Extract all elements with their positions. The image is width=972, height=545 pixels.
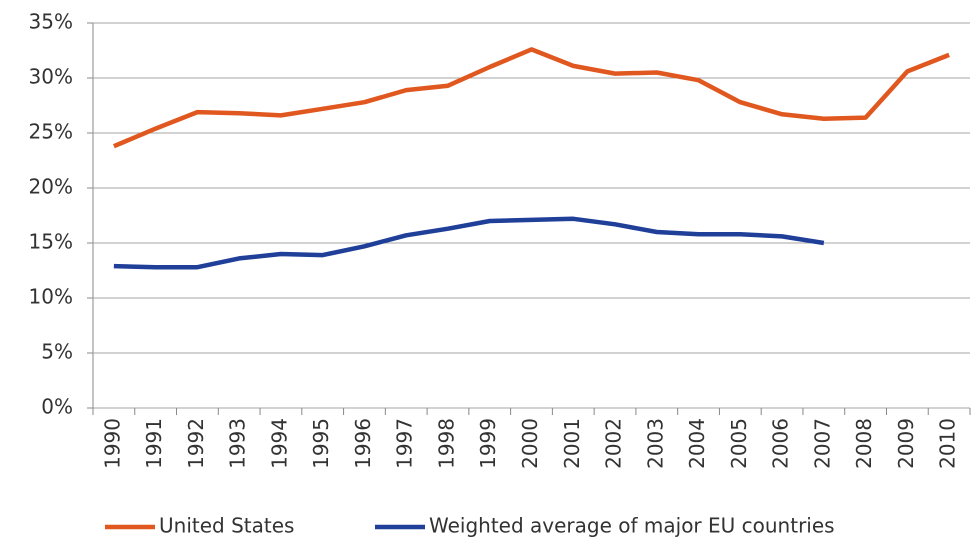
x-tick-label: 1996 (351, 418, 375, 469)
x-tick-label: 2009 (894, 418, 918, 469)
x-tick-label: 2004 (685, 418, 709, 469)
x-tick-label: 2007 (810, 418, 834, 469)
x-tick-label: 1998 (434, 418, 458, 469)
x-tick-label: 1990 (100, 418, 124, 469)
line-series (113, 216, 825, 270)
y-tick-label: 20% (29, 175, 73, 199)
x-tick-label: 1994 (267, 418, 291, 469)
x-tick-label: 2010 (936, 418, 960, 469)
x-tick-label: 2003 (643, 418, 667, 469)
x-tick-label: 2008 (852, 418, 876, 469)
y-tick-label: 0% (41, 395, 73, 419)
x-tick-label: 1995 (309, 418, 333, 469)
x-tick-label: 2001 (560, 418, 584, 469)
line-series (113, 47, 950, 149)
y-tick-label: 10% (29, 285, 73, 309)
x-tick-label: 1992 (184, 418, 208, 469)
y-tick-label: 30% (29, 65, 73, 89)
y-tick-label: 25% (29, 120, 73, 144)
x-tick-label: 1997 (393, 418, 417, 469)
x-tick-label: 2005 (727, 418, 751, 469)
x-tick-label: 1993 (226, 418, 250, 469)
y-tick-label: 35% (29, 10, 73, 34)
legend-label: United States (159, 514, 294, 538)
y-tick-label: 5% (41, 340, 73, 364)
x-tick-label: 2002 (602, 418, 626, 469)
x-tick-label: 1999 (476, 418, 500, 469)
x-tick-label: 2006 (769, 418, 793, 469)
x-tick-label: 2000 (518, 418, 542, 469)
y-tick-label: 15% (29, 230, 73, 254)
legend-label: Weighted average of major EU countries (429, 514, 835, 538)
x-tick-label: 1991 (142, 418, 166, 469)
